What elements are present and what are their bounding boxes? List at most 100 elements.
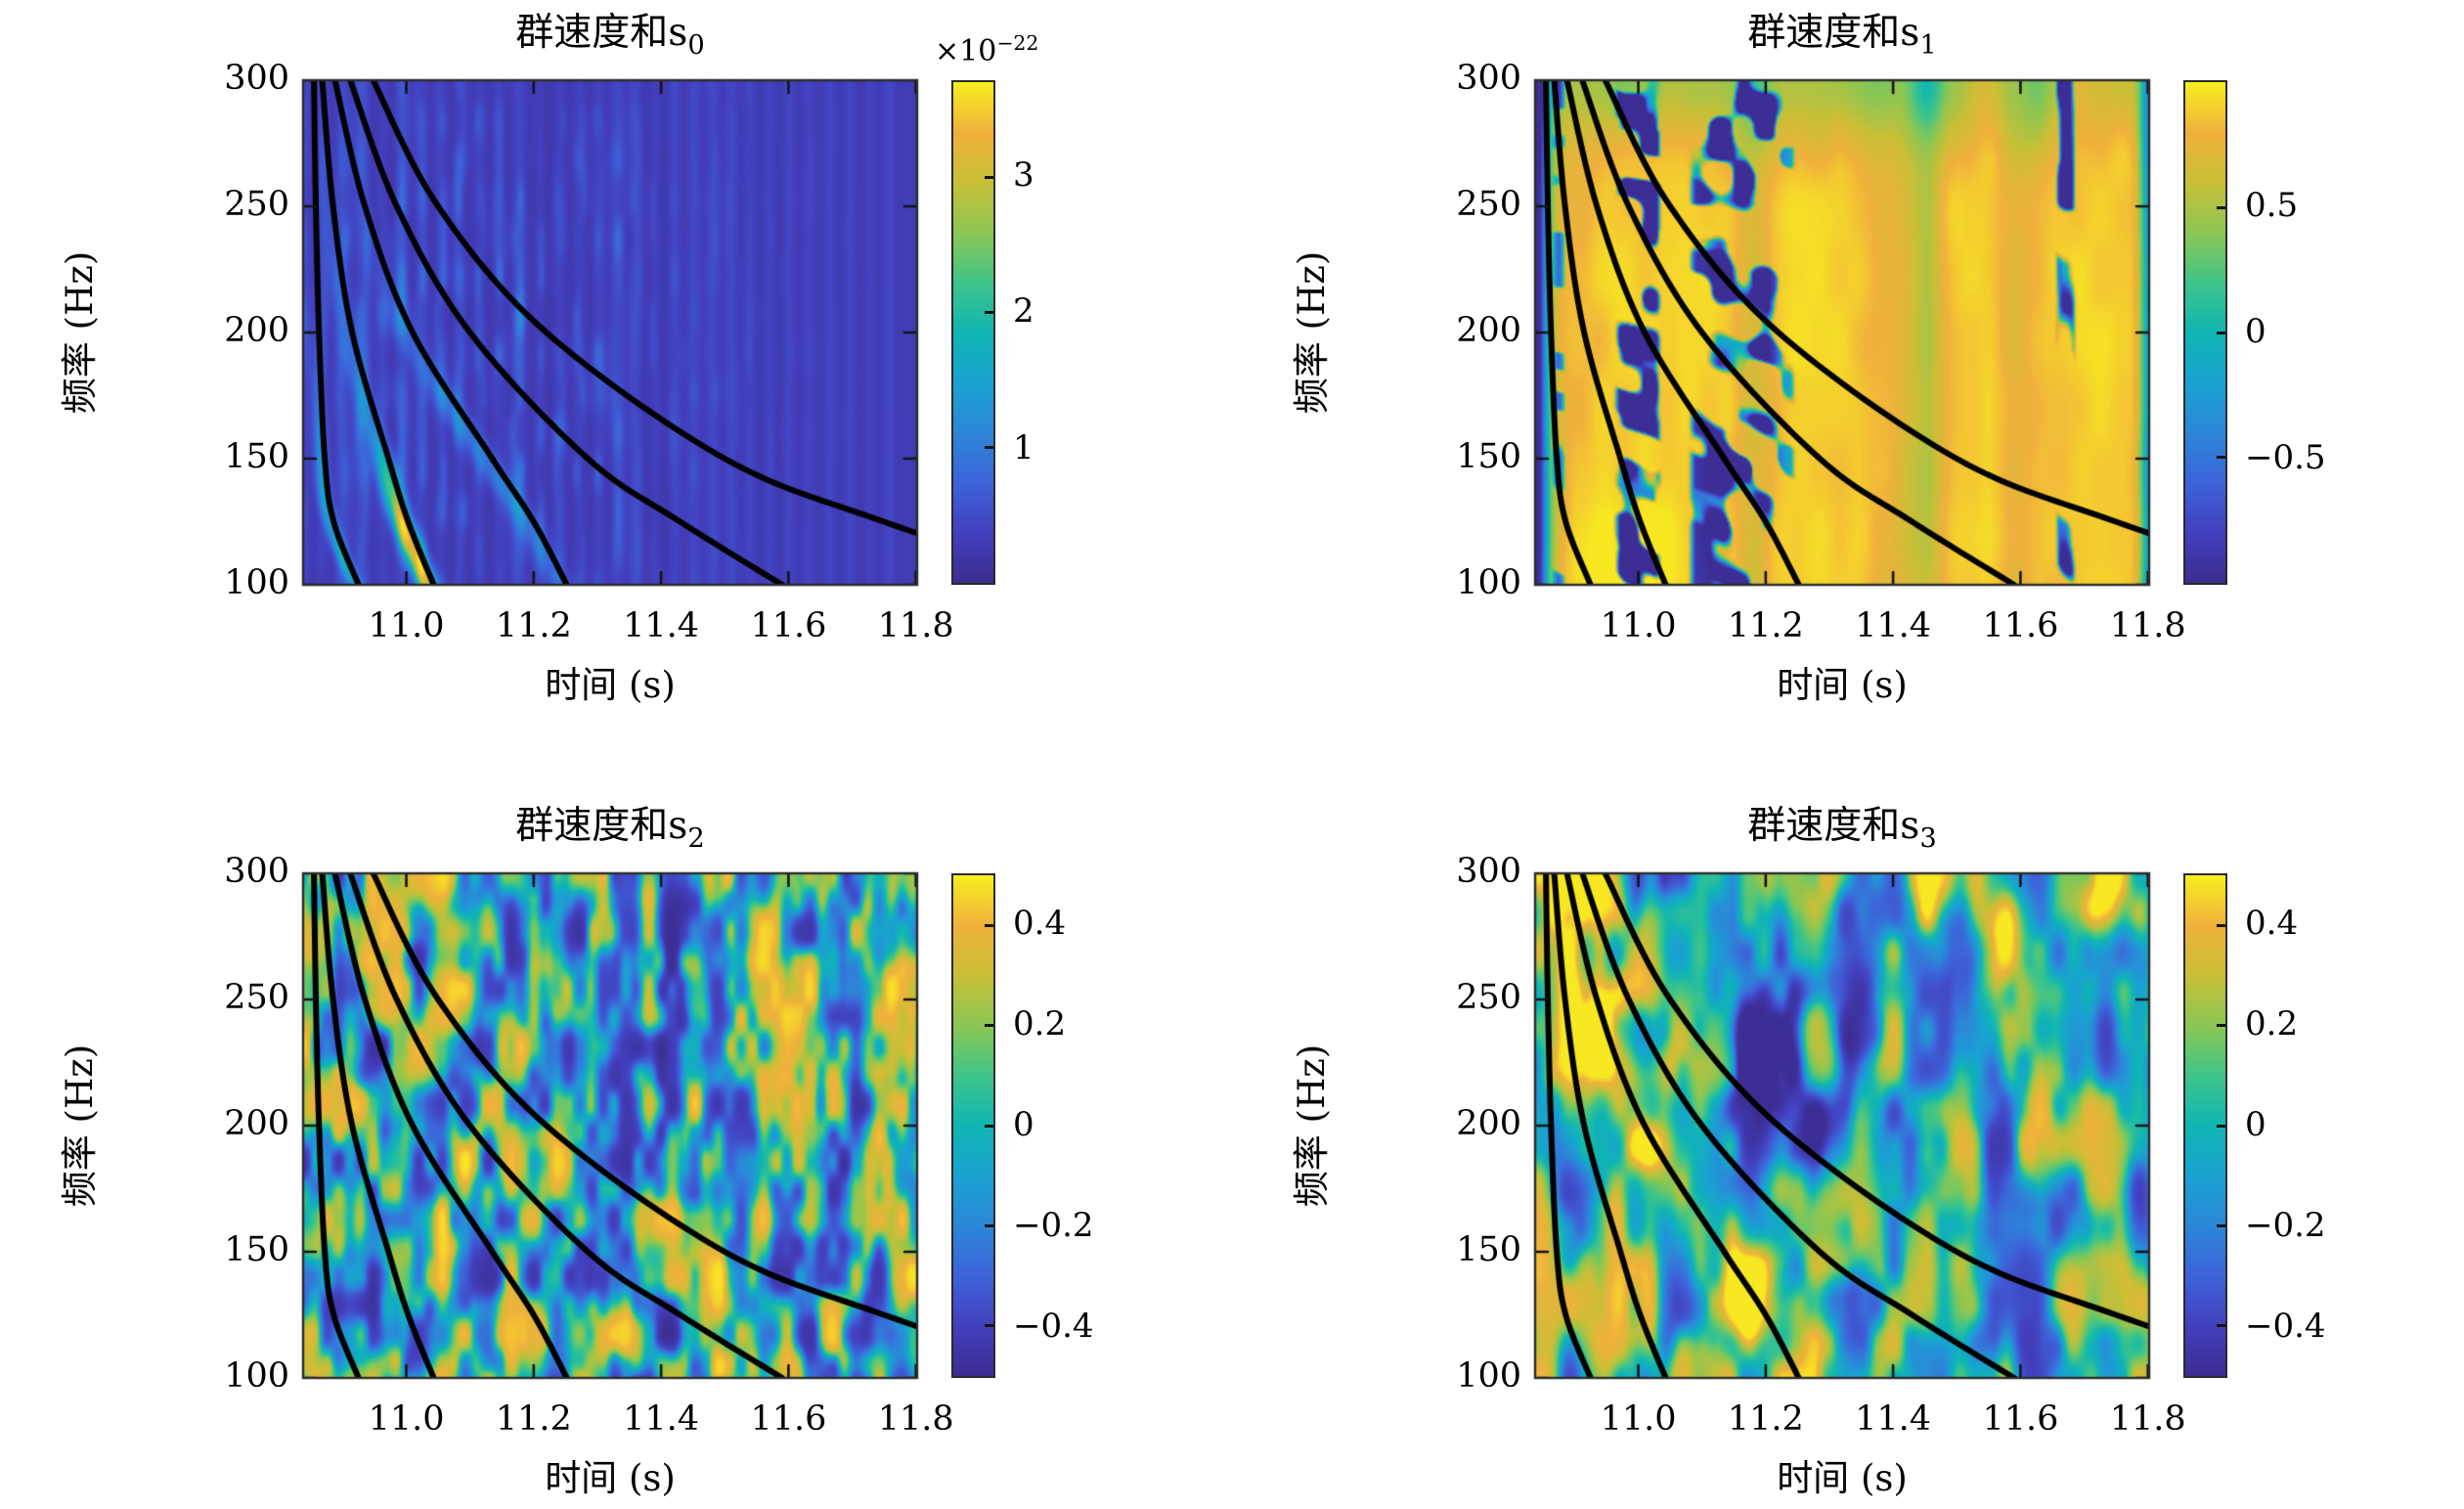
colorbar-tick-label: 0.5: [2245, 186, 2299, 225]
x-tick-label: 11.2: [495, 1399, 572, 1439]
y-tick-label: 100: [224, 563, 289, 602]
y-tick-label: 250: [1456, 185, 1521, 224]
colorbar-tick-label: 3: [1013, 155, 1034, 195]
plot-title: 群速度和s1: [1535, 2, 2149, 61]
colorbar-tick-mark: [2217, 924, 2225, 928]
plot-title-text: 群速度和s: [1747, 804, 1920, 848]
colorbar-tick-mark: [985, 1223, 993, 1227]
y-tick-label: 100: [1456, 1356, 1521, 1396]
colorbar-tick-mark: [985, 175, 993, 179]
y-tick-label: 200: [1456, 1104, 1521, 1143]
y-tick-label: 100: [1456, 563, 1521, 602]
x-tick-label: 11.2: [495, 606, 572, 645]
y-tick-label: 200: [1456, 311, 1521, 350]
y-tick-label: 300: [1456, 852, 1521, 891]
colorbar-tick-mark: [2217, 331, 2225, 334]
y-tick-label: 150: [1456, 437, 1521, 476]
colorbar-tick-mark: [2217, 1223, 2225, 1227]
colorbar: [2183, 873, 2227, 1378]
colorbar-tick-mark: [985, 1323, 993, 1327]
colorbar-tick-mark: [2217, 1124, 2225, 1128]
colorbar-exponent-power: −22: [996, 31, 1039, 55]
colorbar-tick-label: 1: [1013, 427, 1034, 467]
plot-title: 群速度和s3: [1535, 795, 2149, 854]
x-tick-label: 11.4: [1855, 1399, 1932, 1439]
colorbar-tick-label: −0.4: [1013, 1307, 1094, 1347]
plot-title-text: 群速度和s: [1747, 11, 1920, 55]
colorbar-tick-label: −0.4: [2245, 1307, 2326, 1347]
colorbar: [951, 873, 995, 1378]
colorbar-tick-mark: [985, 1024, 993, 1028]
colorbar-exponent-base: ×10: [935, 34, 997, 68]
y-tick-label: 200: [224, 311, 289, 350]
subplot-s1: 群速度和s1 频率 (Hz) 时间 (s) 11.0 11.2 11.4 11.6 11…: [1232, 0, 2464, 716]
y-tick-label: 150: [224, 1230, 289, 1269]
x-tick-label: 11.8: [877, 606, 954, 645]
subplot-s3: 群速度和s3 频率 (Hz) 时间 (s) 11.0 11.2 11.4 11.6 11…: [1232, 793, 2464, 1509]
subplot-s0: 群速度和s0 频率 (Hz) 时间 (s) ×10−22 11.0 11.2 11.…: [0, 0, 1232, 716]
x-tick-label: 11.6: [1982, 606, 2059, 645]
colorbar-tick-mark: [2217, 205, 2225, 209]
x-axis-label: 时间 (s): [1777, 664, 1908, 706]
x-axis-label: 时间 (s): [545, 1457, 676, 1499]
x-tick-label: 11.8: [2109, 606, 2186, 645]
colorbar-tick-label: 0: [1013, 1105, 1034, 1144]
y-tick-label: 100: [224, 1356, 289, 1396]
plot-title-subscript: 2: [687, 822, 705, 854]
plot-title-subscript: 0: [687, 29, 705, 61]
colorbar-tick-label: 0.4: [2245, 903, 2299, 943]
x-axis-label: 时间 (s): [1777, 1457, 1908, 1499]
x-tick-label: 11.6: [1982, 1399, 2059, 1439]
colorbar-tick-label: 0.2: [1013, 1003, 1067, 1043]
x-tick-label: 11.4: [623, 1399, 700, 1439]
x-tick-label: 11.4: [1855, 606, 1932, 645]
y-tick-label: 250: [224, 185, 289, 224]
colorbar-tick-label: 2: [1013, 291, 1034, 332]
colorbar-tick-label: 0: [2245, 312, 2266, 351]
subplot-s1-heatmap-canvas: [1232, 0, 2464, 716]
colorbar-tick-label: −0.2: [1013, 1206, 1094, 1246]
x-tick-label: 11.2: [1727, 606, 1804, 645]
x-tick-label: 11.0: [368, 1399, 445, 1439]
x-tick-label: 11.4: [623, 606, 700, 645]
axis-tick-labels: 11.0 11.2 11.4 11.6 11.8 300 250 200 150 100: [1232, 793, 2464, 1509]
colorbar-tick-mark: [2217, 1323, 2225, 1327]
colorbar-tick-mark: [985, 1124, 993, 1128]
subplot-s2-heatmap-canvas: [0, 793, 1232, 1509]
x-tick-label: 11.6: [750, 606, 827, 645]
colorbar: [951, 80, 995, 585]
colorbar-tick-label: −0.5: [2245, 438, 2326, 477]
plot-title-subscript: 1: [1919, 29, 1937, 61]
y-tick-label: 300: [1456, 59, 1521, 98]
y-tick-label: 250: [1456, 978, 1521, 1017]
colorbar-tick-label: −0.2: [2245, 1206, 2326, 1246]
x-tick-label: 11.0: [368, 606, 445, 645]
subplot-s3-heatmap-canvas: [1232, 793, 2464, 1509]
y-tick-label: 150: [1456, 1230, 1521, 1269]
axis-tick-labels: 11.0 11.2 11.4 11.6 11.8 300 250 200 150 100: [0, 0, 1232, 716]
colorbar-tick-label: 0.4: [1013, 903, 1067, 943]
plot-title-subscript: 3: [1919, 822, 1937, 854]
y-tick-label: 300: [224, 59, 289, 98]
subplot-s0-heatmap-canvas: [0, 0, 1232, 716]
x-tick-label: 11.8: [877, 1399, 954, 1439]
colorbar-exponent-label: ×10−22: [935, 31, 1038, 68]
colorbar-tick-mark: [985, 310, 993, 314]
axis-tick-labels: 11.0 11.2 11.4 11.6 11.8 300 250 200 150 100: [0, 793, 1232, 1509]
y-tick-label: 200: [224, 1104, 289, 1143]
plot-title: 群速度和s0: [303, 2, 917, 61]
plot-title: 群速度和s2: [303, 795, 917, 854]
colorbar-tick-label: 0: [2245, 1105, 2266, 1144]
colorbar-tick-label: 0.2: [2245, 1003, 2299, 1043]
y-tick-label: 300: [224, 852, 289, 891]
x-axis-label: 时间 (s): [545, 664, 676, 706]
colorbar-tick-mark: [985, 924, 993, 928]
y-tick-label: 150: [224, 437, 289, 476]
axis-tick-labels: 11.0 11.2 11.4 11.6 11.8 300 250 200 150 100: [1232, 0, 2464, 716]
x-tick-label: 11.8: [2109, 1399, 2186, 1439]
colorbar: [2183, 80, 2227, 585]
subplot-s2: 群速度和s2 频率 (Hz) 时间 (s) 11.0 11.2 11.4 11.6 11…: [0, 793, 1232, 1509]
x-tick-label: 11.2: [1727, 1399, 1804, 1439]
colorbar-tick-mark: [2217, 456, 2225, 460]
